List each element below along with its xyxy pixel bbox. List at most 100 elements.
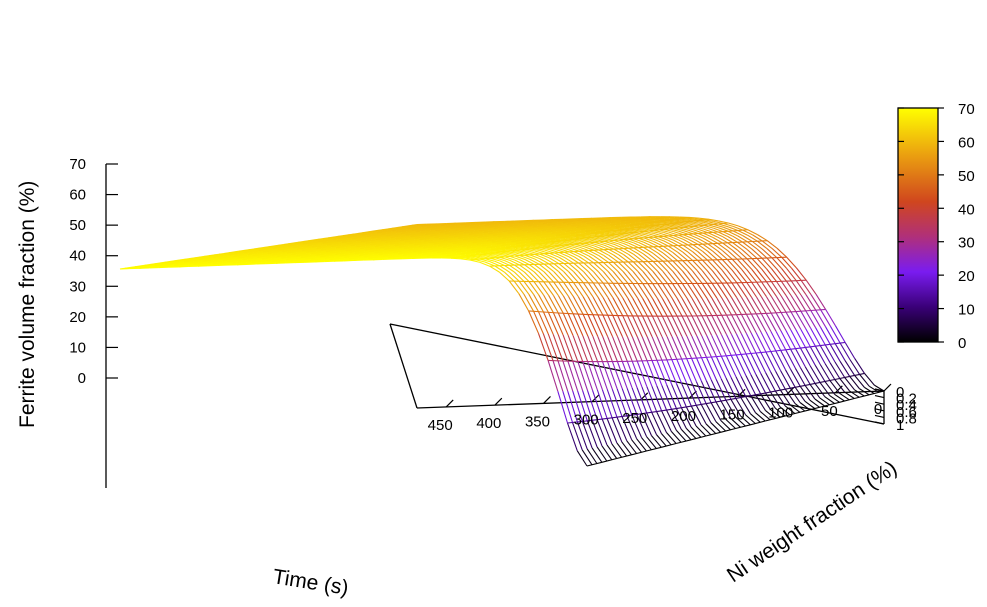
surface-segment [814, 398, 825, 407]
surface-segment [844, 342, 856, 359]
surface-segment [396, 229, 412, 233]
surface-segment [218, 255, 234, 260]
surface-segment [700, 424, 712, 436]
surface-segment [457, 242, 473, 246]
surface-segment [183, 258, 199, 263]
surface-segment [809, 365, 821, 383]
surface-segment [479, 261, 490, 267]
surface-segment [721, 314, 737, 316]
surface-segment [534, 250, 545, 255]
surface-segment [661, 298, 673, 317]
surface-segment [345, 247, 361, 252]
surface-segment [756, 281, 767, 297]
surface-segment [212, 261, 228, 265]
surface-segment [557, 334, 569, 362]
surface-segment [730, 377, 742, 398]
surface-segment [666, 409, 677, 431]
surface-segment [593, 271, 604, 284]
surface-segment [432, 248, 448, 252]
surface-segment [521, 235, 537, 239]
surface-segment [438, 236, 454, 240]
surface-segment [268, 244, 284, 248]
surface-segment [468, 231, 484, 236]
surface-segment [391, 227, 407, 232]
surface-segment [765, 392, 776, 409]
surface-segment [450, 255, 466, 259]
surface-segment [643, 236, 659, 239]
surface-segment [697, 238, 709, 245]
surface-segment [453, 233, 469, 238]
surface-segment [567, 295, 579, 315]
surface-segment [819, 382, 831, 396]
surface-segment [591, 420, 603, 447]
surface-segment [785, 330, 797, 349]
surface-segment [770, 371, 781, 391]
surface-segment [617, 336, 628, 362]
surface-segment [538, 271, 550, 283]
surface-segment [751, 312, 767, 315]
surface-segment [262, 249, 278, 253]
surface-segment [399, 244, 414, 248]
surface-segment [618, 248, 629, 255]
surface-segment [705, 403, 717, 422]
surface-segment [558, 281, 569, 297]
surface-segment [696, 315, 708, 336]
surface-segment [602, 336, 613, 362]
surface-segment [671, 384, 682, 408]
surface-segment [790, 368, 801, 387]
surface-segment [656, 434, 667, 447]
surface-segment [776, 280, 792, 283]
surface-segment [677, 260, 688, 272]
surface-segment [671, 409, 682, 430]
surface-segment [795, 267, 807, 281]
colorbar-tick-label: 40 [958, 201, 975, 218]
surface-segment [307, 242, 323, 246]
surface-segment [735, 333, 747, 355]
surface-segment [567, 420, 583, 424]
surface-segment [741, 258, 753, 270]
surface-segment [667, 252, 679, 262]
surface-segment [520, 243, 536, 247]
surface-segment [716, 334, 727, 357]
surface-segment [552, 312, 564, 336]
ferrite-tick-label: 40 [69, 248, 86, 265]
surface-segment [815, 293, 827, 310]
surface-segment [800, 310, 812, 329]
surface-segment [631, 439, 642, 453]
surface-segment [617, 282, 629, 299]
surface-segment [534, 253, 545, 259]
surface-segment [829, 395, 840, 403]
surface-segment [569, 242, 585, 246]
surface-segment [727, 230, 738, 237]
surface-segment [731, 314, 742, 334]
surface-segment [686, 283, 698, 299]
surface-segment [553, 295, 564, 314]
surface-segment [368, 255, 384, 259]
surface-segment [483, 229, 499, 233]
surface-segment [834, 343, 846, 361]
surface-segment [626, 336, 638, 362]
surface-segment [495, 250, 511, 254]
time-tick-label: 100 [768, 405, 793, 422]
time-tick-label: 400 [476, 415, 501, 432]
surface-segment [598, 244, 610, 250]
surface-segment [611, 417, 623, 443]
surface-segment [716, 259, 728, 271]
surface-segment [623, 254, 634, 263]
surface-segment [770, 331, 782, 351]
surface-segment [518, 271, 530, 282]
surface-segment [794, 403, 806, 412]
surface-segment [638, 253, 649, 263]
surface-segment [676, 336, 688, 359]
surface-segment [820, 309, 831, 327]
surface-segment [726, 334, 737, 356]
surface-segment [599, 239, 615, 243]
surface-segment [633, 234, 644, 239]
surface-segment [711, 355, 727, 358]
surface-segment [625, 220, 641, 224]
surface-segment [864, 386, 875, 394]
surface-segment [470, 258, 486, 261]
surface-segment [633, 247, 644, 255]
colorbar-tick-label: 0 [958, 335, 966, 352]
surface-segment [637, 283, 649, 299]
